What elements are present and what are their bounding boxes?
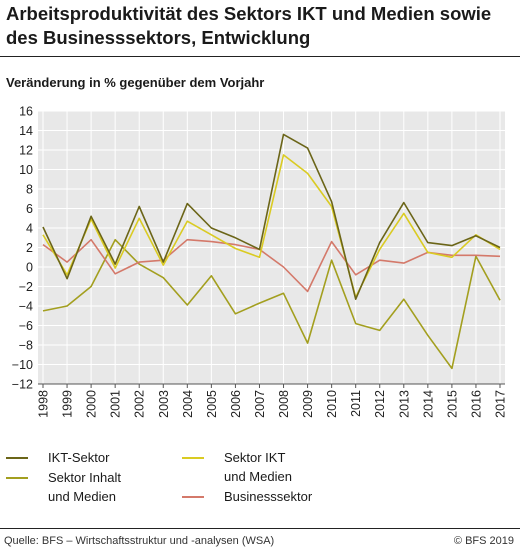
legend-label-business: Businesssektor (224, 489, 313, 504)
x-tick-label: 1998 (37, 390, 51, 418)
legend-label-sektor-ikt-medien: Sektor IKT und Medien (224, 450, 292, 484)
x-tick-label: 2011 (349, 390, 363, 417)
x-tick-label: 2006 (229, 390, 243, 418)
x-tick-label: 2009 (301, 390, 315, 418)
y-tick-label: 10 (19, 163, 33, 177)
x-tick-label: 2007 (253, 390, 267, 418)
x-tick-label: 2000 (85, 390, 99, 418)
source-note: Quelle: BFS – Wirtschaftsstruktur und -a… (4, 535, 275, 547)
x-tick-label: 2015 (445, 390, 459, 418)
y-tick-label: 0 (26, 261, 33, 275)
x-tick-label: 2010 (325, 390, 339, 418)
y-tick-label: −12 (12, 378, 33, 392)
legend-swatch-sektor-ikt-medien (182, 457, 204, 459)
y-tick-label: 4 (26, 222, 33, 236)
x-tick-label: 2003 (157, 390, 171, 418)
footer-divider (0, 528, 520, 529)
y-tick-label: 8 (26, 183, 33, 197)
y-tick-label: 6 (26, 202, 33, 216)
x-tick-label: 2005 (205, 390, 219, 418)
x-tick-label: 2012 (373, 390, 387, 418)
x-tick-label: 2002 (133, 390, 147, 418)
legend-swatch-ikt (6, 457, 28, 459)
x-tick-label: 2001 (109, 390, 123, 418)
x-tick-label: 2008 (277, 390, 291, 418)
series-line-sektor-inhalt-und-medien (42, 238, 501, 370)
y-tick-label: −8 (19, 339, 33, 353)
x-tick-label: 2016 (469, 390, 483, 418)
y-tick-label: 14 (19, 124, 33, 138)
y-axis-label: Veränderung in % gegenüber dem Vorjahr (6, 75, 265, 90)
y-tick-label: 2 (26, 241, 33, 255)
y-tick-label: −2 (19, 280, 33, 294)
y-tick-label: 12 (19, 144, 33, 158)
copyright-note: © BFS 2019 (453, 535, 514, 547)
line-chart: −12 −10 −8 −6 −4 −2 0 2 4 6 8 10 12 14 16 1998 1999 2000 2… (12, 105, 508, 418)
legend-swatch-inhalt-medien (6, 477, 28, 479)
x-tick-label: 1999 (61, 390, 75, 418)
y-tick-label: 16 (19, 105, 33, 119)
legend-label-inhalt-medien: Sektor Inhalt und Medien (48, 470, 121, 504)
legend-swatch-business (182, 496, 204, 498)
legend-label-ikt: IKT-Sektor (48, 450, 110, 465)
y-tick-label: −10 (12, 358, 33, 372)
x-tick-label: 2004 (181, 390, 195, 418)
x-tick-label: 2014 (421, 390, 435, 418)
chart-title: Arbeitsproduktivität des Sektors IKT und… (6, 3, 492, 48)
y-tick-label: −4 (19, 300, 33, 314)
title-divider (0, 56, 520, 57)
series-line-businesssektor (42, 238, 501, 293)
x-tick-label: 2013 (397, 390, 411, 418)
y-tick-label: −6 (19, 319, 33, 333)
series-line-ikt-sektor (42, 133, 501, 300)
series-line-sektor-ikt-und-medien (42, 154, 501, 298)
x-tick-label: 2017 (494, 390, 508, 418)
